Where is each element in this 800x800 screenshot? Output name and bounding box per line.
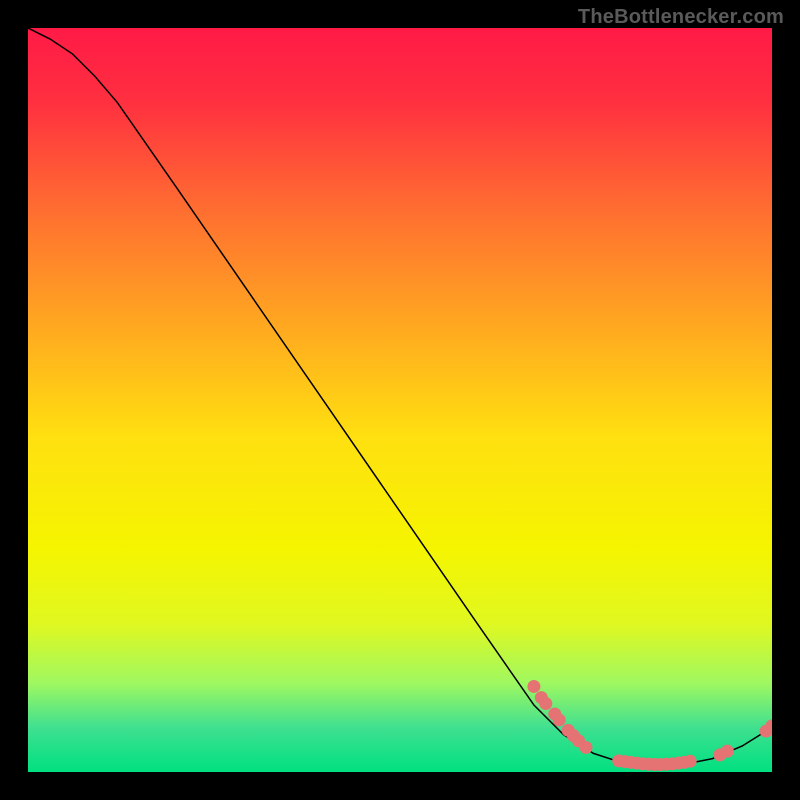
plot-svg bbox=[28, 28, 772, 772]
chart-container: TheBottlenecker.com bbox=[0, 0, 800, 800]
marker-point bbox=[684, 755, 697, 768]
marker-point bbox=[721, 745, 734, 758]
gradient-background bbox=[28, 28, 772, 772]
marker-point bbox=[527, 680, 540, 693]
marker-point bbox=[553, 713, 566, 726]
plot-area bbox=[28, 28, 772, 772]
marker-point bbox=[539, 697, 552, 710]
marker-point bbox=[580, 741, 593, 754]
watermark-text: TheBottlenecker.com bbox=[578, 6, 784, 29]
